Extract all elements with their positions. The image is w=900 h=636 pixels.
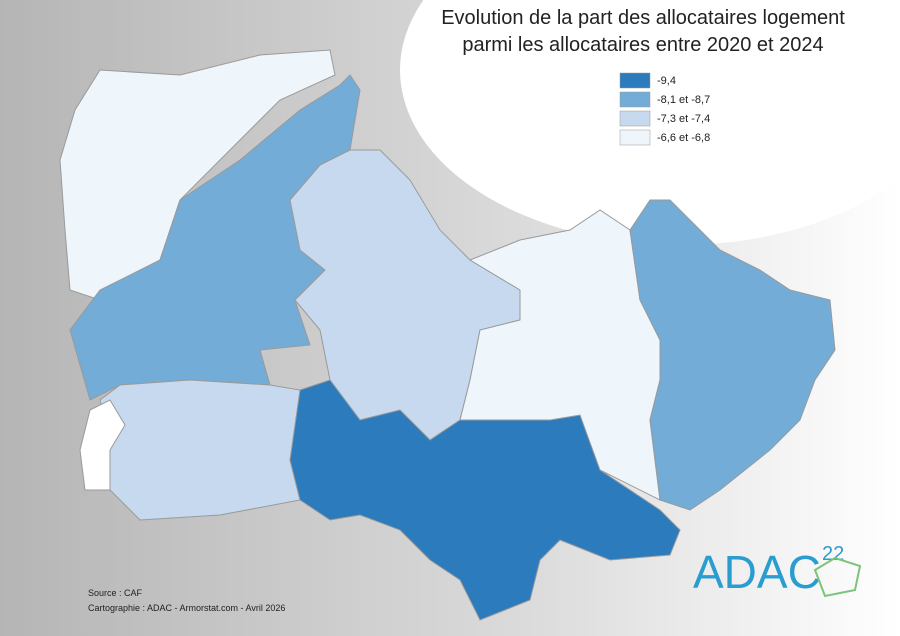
- legend-swatch: [619, 72, 651, 89]
- region: [59, 49, 336, 301]
- legend-label: -9,4: [657, 75, 676, 87]
- legend-label: -7,3 et -7,4: [657, 113, 710, 125]
- legend-label: -8,1 et -8,7: [657, 94, 710, 106]
- map: [59, 49, 836, 621]
- region: [99, 379, 301, 521]
- title-line: parmi les allocataires entre 2020 et 202…: [462, 34, 823, 56]
- title-line: Evolution de la part des allocataires lo…: [441, 7, 845, 29]
- legend-label: -6,6 et -6,8: [657, 132, 710, 144]
- legend-swatch: [619, 110, 651, 127]
- legend-swatch: [619, 129, 651, 146]
- source: Source : CAF: [88, 588, 143, 598]
- legend-swatch: [619, 91, 651, 108]
- region: [289, 379, 681, 621]
- logo-shape: [813, 556, 862, 598]
- region: [459, 209, 661, 501]
- logo-text: ADAC: [693, 546, 821, 598]
- enclave: [79, 399, 126, 491]
- credit: Cartographie : ADAC - Armorstat.com - Av…: [88, 603, 285, 613]
- legend: -9,4 -8,1 et -8,7 -7,3 et -7,4 -6,6 et -6,8: [619, 72, 710, 146]
- logo-number: 22: [822, 543, 844, 565]
- region: [629, 199, 836, 511]
